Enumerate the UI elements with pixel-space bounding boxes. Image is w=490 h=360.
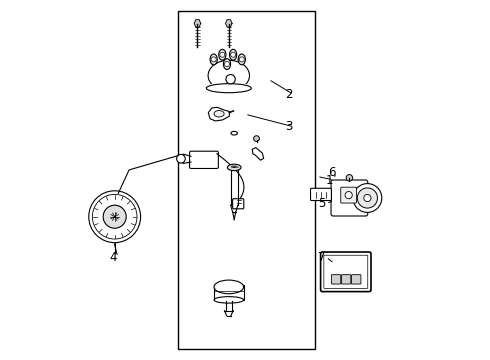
Circle shape [211, 57, 216, 62]
Circle shape [254, 136, 259, 141]
Circle shape [226, 75, 235, 84]
Circle shape [224, 62, 229, 67]
Circle shape [89, 191, 141, 243]
Polygon shape [194, 20, 201, 27]
Circle shape [239, 57, 245, 62]
Text: 6: 6 [328, 166, 335, 179]
Text: 7: 7 [318, 251, 325, 264]
FancyBboxPatch shape [190, 151, 219, 168]
Ellipse shape [208, 60, 249, 91]
FancyBboxPatch shape [342, 275, 351, 284]
Ellipse shape [231, 131, 238, 135]
Circle shape [103, 205, 126, 228]
Circle shape [220, 52, 225, 57]
Ellipse shape [223, 59, 231, 69]
Circle shape [353, 184, 382, 212]
Circle shape [231, 52, 236, 57]
Text: 1: 1 [326, 174, 333, 186]
FancyBboxPatch shape [331, 180, 368, 216]
Polygon shape [225, 20, 232, 27]
FancyBboxPatch shape [351, 275, 361, 284]
Ellipse shape [219, 49, 226, 60]
Text: 4: 4 [110, 251, 117, 264]
Ellipse shape [214, 111, 224, 117]
Text: 2: 2 [285, 88, 293, 101]
FancyBboxPatch shape [233, 199, 244, 209]
Ellipse shape [210, 54, 217, 65]
Ellipse shape [214, 280, 244, 294]
FancyBboxPatch shape [214, 285, 244, 300]
Ellipse shape [214, 297, 244, 303]
Text: 3: 3 [285, 120, 293, 133]
Circle shape [357, 188, 377, 208]
FancyBboxPatch shape [311, 188, 331, 201]
FancyBboxPatch shape [324, 255, 368, 288]
Ellipse shape [229, 49, 237, 60]
Polygon shape [208, 107, 230, 121]
FancyBboxPatch shape [320, 252, 371, 292]
Circle shape [345, 192, 352, 199]
FancyBboxPatch shape [331, 275, 341, 284]
Circle shape [92, 194, 137, 239]
Polygon shape [252, 148, 264, 160]
Ellipse shape [227, 164, 241, 171]
Circle shape [364, 194, 371, 202]
Text: 5: 5 [318, 197, 325, 210]
FancyBboxPatch shape [341, 187, 357, 203]
Ellipse shape [238, 54, 245, 65]
FancyBboxPatch shape [206, 84, 251, 92]
Circle shape [346, 175, 353, 181]
Circle shape [176, 154, 185, 163]
Ellipse shape [206, 84, 251, 93]
Bar [178, 11, 315, 349]
